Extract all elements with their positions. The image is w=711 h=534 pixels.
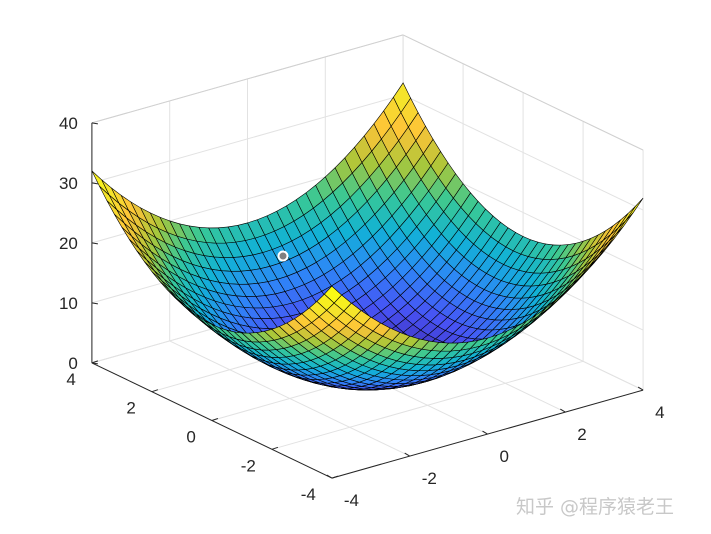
x-tick [404, 452, 410, 457]
y-tick-label: 0 [186, 428, 195, 447]
box-edge [91, 34, 404, 124]
z-tick [91, 122, 98, 125]
wall-gridline-z [91, 94, 404, 184]
surface-faces [91, 82, 644, 391]
y-tick [211, 418, 219, 421]
box-edge [402, 34, 644, 151]
x-tick-label: 2 [577, 425, 586, 444]
z-tick-label: 40 [59, 114, 78, 133]
x-tick [560, 408, 566, 413]
x-tick-label: -2 [422, 469, 437, 488]
surface-face [91, 170, 110, 196]
x-tick [637, 386, 644, 391]
surface-face [625, 197, 644, 221]
surface-face [393, 82, 411, 114]
z-tick [91, 182, 98, 185]
x-tick-label: -4 [344, 491, 359, 510]
floor-gridline-y [271, 360, 584, 450]
x-tick [326, 474, 333, 479]
y-tick-label: -2 [241, 456, 256, 475]
y-tick [271, 446, 279, 450]
y-tick [91, 360, 99, 364]
y-tick-label: 4 [66, 370, 75, 389]
z-tick-label: 20 [59, 234, 78, 253]
x-tick-label: 4 [655, 403, 664, 422]
z-tick-label: 10 [59, 294, 78, 313]
surface-face [323, 285, 343, 304]
z-tick-label: 0 [68, 354, 77, 373]
z-tick-label: 30 [59, 174, 78, 193]
x-tick [482, 430, 488, 435]
x-tick-label: 0 [500, 447, 509, 466]
watermark: 知乎 @程序猿老王 [516, 496, 675, 518]
y-tick-label: -4 [301, 485, 316, 504]
y-tick [151, 389, 159, 393]
surface-face [618, 205, 636, 228]
data-marker[interactable] [277, 250, 289, 262]
y-tick [331, 475, 339, 479]
z-tick [91, 242, 98, 245]
wall-gridline-z [402, 94, 644, 211]
z-tick [91, 302, 98, 305]
y-tick-label: 2 [126, 399, 135, 418]
